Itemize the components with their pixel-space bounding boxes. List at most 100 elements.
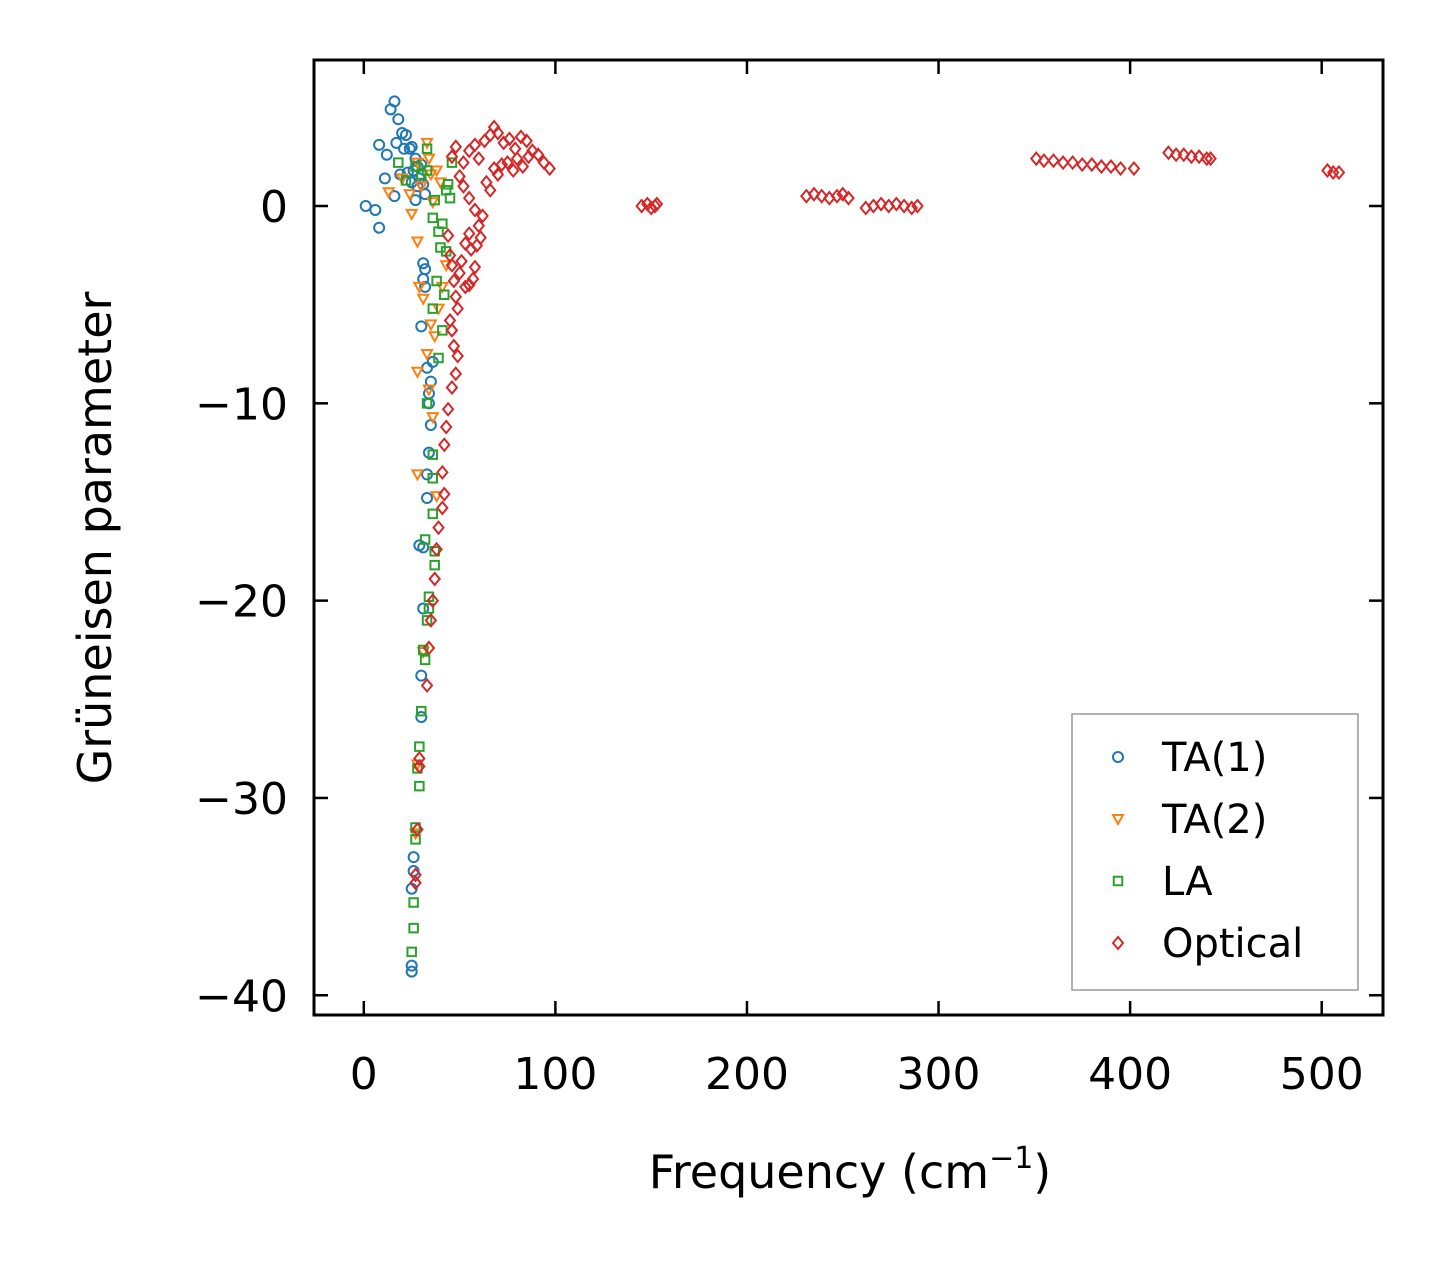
- point-optical: [1104, 158, 1118, 175]
- point-ta-2: [422, 153, 436, 166]
- point-optical: [842, 190, 855, 206]
- point-la: [442, 179, 454, 190]
- x-tick-label: 300: [897, 1049, 981, 1100]
- point-optical: [457, 178, 470, 194]
- point-ta-2: [422, 384, 436, 397]
- point-la: [437, 218, 448, 230]
- point-optical: [445, 379, 459, 396]
- x-tick-label: 400: [1088, 1049, 1172, 1100]
- point-optical: [1075, 157, 1089, 173]
- point-ta-2: [410, 469, 425, 482]
- point-ta-1: [373, 221, 386, 234]
- point-optical: [516, 158, 530, 175]
- point-ta-1: [392, 113, 405, 126]
- point-ta-2: [405, 208, 419, 221]
- x-axis-label-superscript: −1: [989, 1141, 1033, 1176]
- point-optical: [449, 366, 463, 382]
- point-optical: [468, 259, 482, 275]
- point-la: [423, 591, 435, 602]
- x-axis-label-close: ): [1033, 1145, 1051, 1199]
- point-optical: [455, 253, 468, 269]
- point-la: [427, 303, 439, 314]
- point-la: [408, 897, 419, 908]
- point-optical: [468, 137, 482, 153]
- point-la: [429, 194, 440, 206]
- point-ta-1: [415, 320, 428, 333]
- point-ta-2: [435, 281, 450, 294]
- legend-label-la: LA: [1162, 859, 1213, 905]
- point-optical: [441, 228, 455, 244]
- point-optical: [468, 202, 482, 218]
- point-optical: [1192, 149, 1206, 165]
- point-ta-1: [407, 864, 420, 877]
- data-points: [359, 95, 1346, 978]
- point-optical: [1162, 145, 1175, 161]
- point-ta-1: [399, 128, 412, 141]
- point-optical: [466, 271, 480, 287]
- point-la: [414, 741, 425, 752]
- point-ta-2: [426, 197, 440, 210]
- point-optical: [531, 147, 545, 163]
- point-ta-1: [419, 263, 432, 276]
- point-la: [408, 922, 419, 934]
- point-ta-2: [412, 281, 427, 294]
- point-la: [416, 705, 427, 717]
- point-la: [429, 546, 440, 557]
- point-optical: [522, 149, 535, 165]
- point-la: [427, 508, 439, 520]
- point-optical: [420, 677, 434, 694]
- point-ta-2: [431, 303, 446, 316]
- plot-frame: [312, 58, 1385, 1017]
- point-ta-1: [424, 419, 437, 432]
- point-ta-2: [382, 187, 396, 200]
- point-la: [421, 398, 433, 409]
- point-optical: [897, 198, 911, 214]
- point-optical: [503, 131, 516, 147]
- point-la: [393, 157, 404, 168]
- point-optical: [495, 157, 509, 173]
- point-optical: [472, 151, 486, 167]
- y-tick-label: −10: [195, 379, 288, 430]
- point-optical: [459, 279, 472, 295]
- point-optical: [451, 301, 464, 317]
- point-ta-1: [415, 711, 428, 724]
- point-optical: [426, 593, 440, 609]
- series-la: [393, 143, 458, 958]
- point-ta-1: [421, 492, 434, 505]
- point-ta-1: [417, 541, 430, 554]
- point-optical: [1095, 158, 1108, 175]
- point-optical: [1085, 157, 1099, 173]
- point-ta-1: [407, 851, 420, 864]
- point-ta-2: [429, 491, 444, 504]
- point-optical: [439, 419, 453, 435]
- point-optical: [453, 168, 466, 184]
- point-optical: [462, 226, 476, 242]
- point-optical: [815, 188, 828, 204]
- x-tick-label: 0: [350, 1049, 378, 1100]
- point-la: [431, 275, 442, 287]
- point-ta-1: [417, 257, 430, 270]
- point-optical: [1066, 155, 1079, 171]
- point-ta-2: [395, 173, 409, 186]
- x-axis-label: Frequency (cm−1): [649, 1141, 1052, 1199]
- point-la: [419, 654, 431, 666]
- point-optical: [911, 198, 924, 214]
- point-optical: [1037, 153, 1051, 169]
- point-ta-1: [373, 138, 386, 151]
- point-la: [437, 325, 448, 336]
- point-optical: [830, 188, 844, 204]
- point-la: [433, 352, 444, 364]
- point-ta-2: [424, 319, 438, 332]
- point-optical: [447, 273, 461, 289]
- point-ta-2: [427, 331, 442, 344]
- y-tick-label: 0: [260, 182, 288, 233]
- point-optical: [445, 322, 459, 338]
- point-optical: [457, 155, 470, 171]
- point-optical: [1127, 160, 1141, 177]
- point-optical: [508, 141, 522, 157]
- point-ta-1: [419, 188, 432, 201]
- point-optical: [472, 218, 486, 234]
- point-optical: [520, 133, 533, 149]
- point-optical: [1029, 151, 1043, 167]
- point-la: [414, 780, 425, 792]
